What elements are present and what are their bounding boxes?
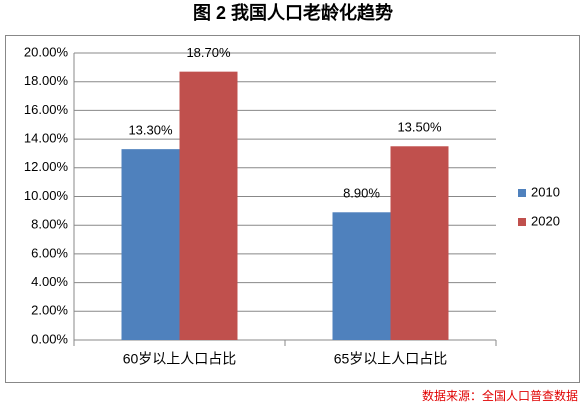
y-tick-label: 20.00% (24, 44, 69, 59)
legend-label: 2010 (531, 184, 560, 199)
value-label: 13.30% (128, 123, 173, 138)
y-tick-label: 2.00% (31, 303, 68, 318)
y-tick-label: 6.00% (31, 245, 68, 260)
x-tick-label: 65岁以上人口占比 (334, 351, 448, 367)
value-label: 13.50% (397, 120, 442, 135)
x-tick-label: 60岁以上人口占比 (123, 351, 237, 367)
bar (179, 71, 238, 340)
legend-label: 2020 (531, 213, 560, 228)
chart-title: 图 2 我国人口老龄化趋势 (193, 2, 393, 23)
legend-swatch (518, 218, 526, 226)
y-tick-label: 10.00% (24, 188, 69, 203)
value-label: 8.90% (343, 186, 380, 201)
y-tick-label: 14.00% (24, 131, 69, 146)
bar (390, 146, 449, 340)
y-tick-label: 12.00% (24, 159, 69, 174)
source-note: 数据来源：全国人口普查数据 (422, 388, 578, 403)
legend-swatch (518, 189, 526, 197)
chart-border (5, 35, 580, 383)
y-tick-label: 8.00% (31, 217, 68, 232)
bar (332, 212, 391, 340)
y-tick-label: 4.00% (31, 274, 68, 289)
y-tick-label: 16.00% (24, 102, 69, 117)
value-label: 18.70% (186, 45, 231, 60)
y-tick-label: 0.00% (31, 331, 68, 346)
y-tick-label: 18.00% (24, 73, 69, 88)
bar (121, 149, 180, 340)
